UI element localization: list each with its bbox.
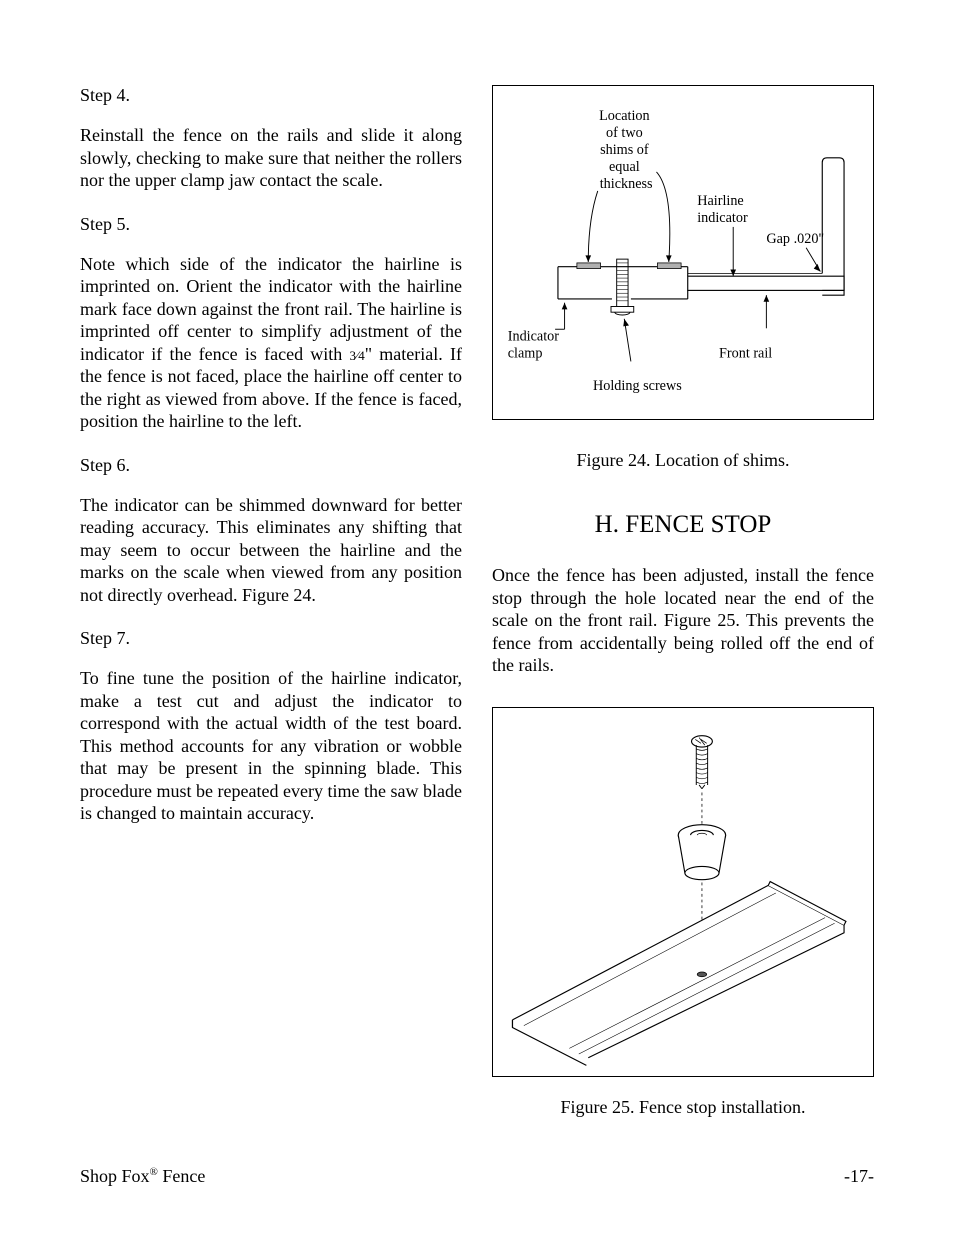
fig24-arrow-gap [814, 264, 821, 272]
fig24-bracket [822, 158, 844, 295]
footer-left: Shop Fox® Fence [80, 1166, 205, 1187]
section-h-heading: H. FENCE STOP [492, 511, 874, 539]
figure-25-box [492, 707, 874, 1077]
step-4-label: Step 4. [80, 85, 462, 106]
fig24-arrow-hairline [730, 270, 736, 277]
fig24-holdingscrews-text: Holding screws [593, 378, 682, 394]
fig24-screw-assembly [611, 259, 634, 315]
section-h-body: Once the fence has been adjusted, instal… [492, 564, 874, 677]
fig24-shim-right [657, 263, 681, 269]
right-column: Location of two shims of equal thickness… [492, 85, 874, 1158]
step-4-body: Reinstall the fence on the rails and sli… [80, 124, 462, 192]
figure-25-diagram [503, 718, 863, 1066]
fig25-stop-bushing [678, 824, 725, 879]
fig24-leader-shim-right [656, 172, 669, 262]
left-column: Step 4. Reinstall the fence on the rails… [80, 85, 462, 1158]
fig24-front-rail [688, 276, 844, 290]
figure-24-caption: Figure 24. Location of shims. [492, 450, 874, 471]
figure-24-box: Location of two shims of equal thickness… [492, 85, 874, 420]
fig24-gap-text: Gap .020" [766, 231, 824, 247]
footer-product-b: Fence [158, 1166, 205, 1186]
fig24-indicatorclamp-text: Indicator clamp [508, 329, 563, 362]
step-6-body: The indicator can be shimmed downward fo… [80, 494, 462, 607]
figure-25-caption: Figure 25. Fence stop installation. [492, 1097, 874, 1118]
figure-24-diagram: Location of two shims of equal thickness… [503, 96, 863, 409]
fig24-shim-left [577, 263, 601, 269]
step-5-body: Note which side of the indicator the hai… [80, 253, 462, 433]
step-7-body: To fine tune the position of the hairlin… [80, 667, 462, 825]
page-container: Step 4. Reinstall the fence on the rails… [0, 0, 954, 1235]
fig24-hairline-text: Hairline indicator [697, 193, 748, 226]
step-5-fraction: 3⁄4 [350, 348, 365, 363]
two-column-layout: Step 4. Reinstall the fence on the rails… [80, 85, 874, 1158]
page-footer: Shop Fox® Fence -17- [80, 1166, 874, 1187]
fig24-leader-shim-left [588, 191, 597, 262]
footer-page-number: -17- [844, 1166, 874, 1187]
step-5-label: Step 5. [80, 214, 462, 235]
fig25-angle-rail [512, 881, 845, 1065]
fig24-shims-text: Location of two shims of equal thickness [599, 108, 653, 192]
fig25-screw [692, 735, 713, 788]
fig24-arrow-shim-left [585, 255, 591, 262]
step-6-label: Step 6. [80, 455, 462, 476]
fig25-rail-hole [697, 972, 706, 977]
step-7-label: Step 7. [80, 628, 462, 649]
registered-mark-icon: ® [150, 1166, 158, 1178]
fig24-arrow-shim-right [666, 255, 672, 262]
footer-product-a: Shop Fox [80, 1166, 150, 1186]
fig24-frontrail-text: Front rail [719, 346, 772, 362]
